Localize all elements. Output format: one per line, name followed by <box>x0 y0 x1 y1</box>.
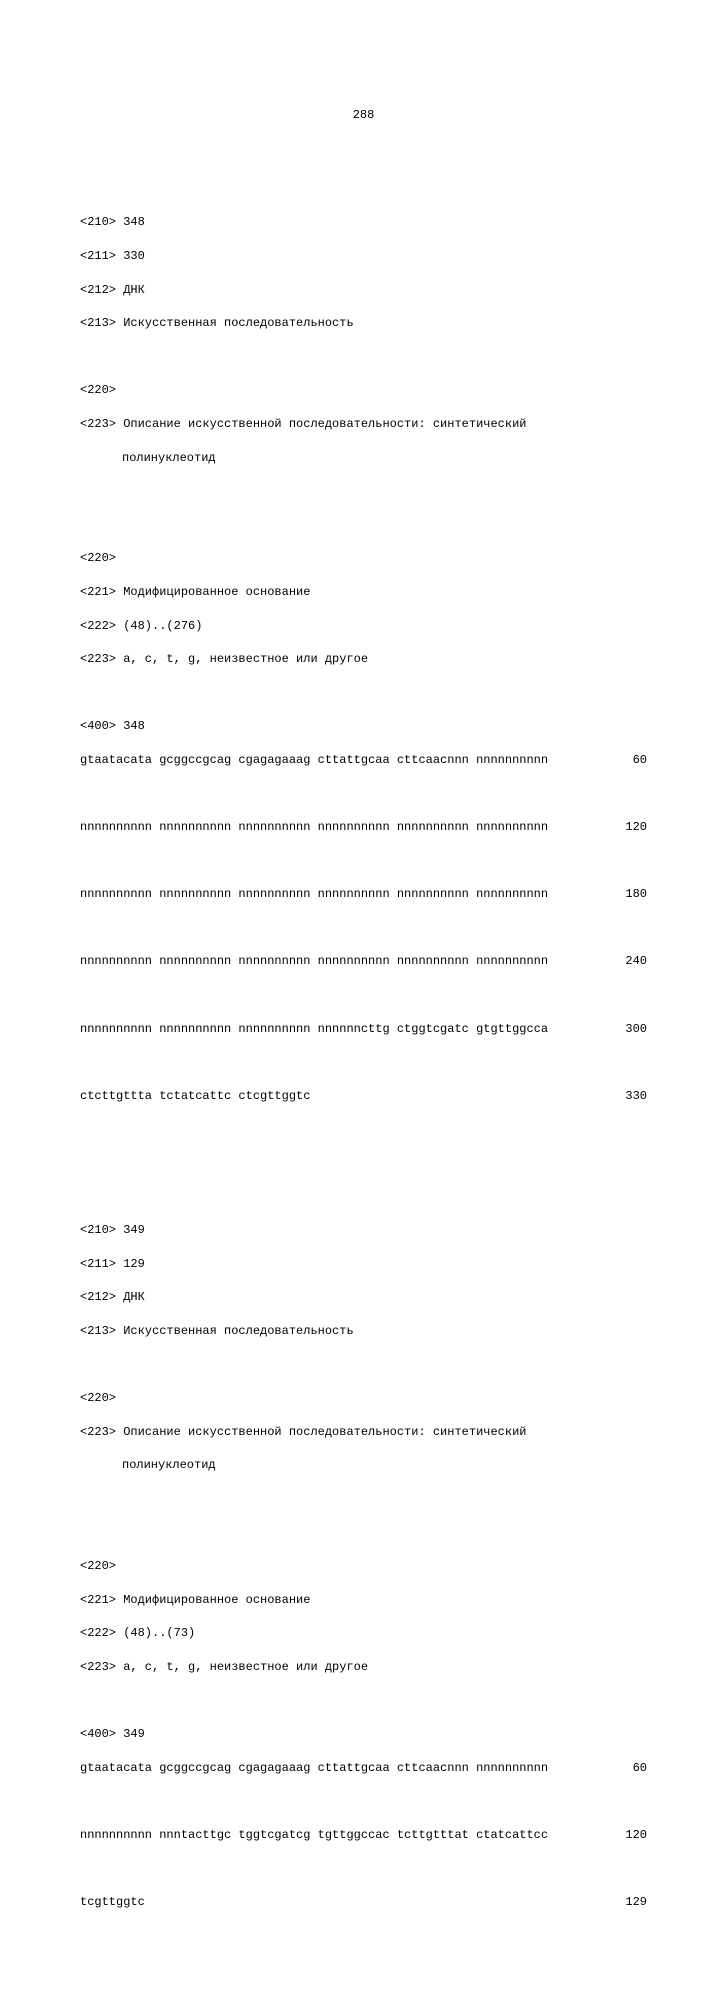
sequence-text: tcgttggtc <box>80 1894 145 1911</box>
field-223: <223> Описание искусственной последовате… <box>80 1424 647 1441</box>
field-222: <222> (48)..(73) <box>80 1625 647 1642</box>
field-210: <210> 348 <box>80 214 647 231</box>
sequence-text: nnnnnnnnnn nnnnnnnnnn nnnnnnnnnn nnnnnnc… <box>80 1021 548 1038</box>
sequence-row: gtaatacata gcggccgcag cgagagaaag cttattg… <box>80 752 647 769</box>
field-220: <220> <box>80 382 647 399</box>
page-number: 288 <box>80 107 647 124</box>
field-221: <221> Модифицированное основание <box>80 584 647 601</box>
sequence-text: nnnnnnnnnn nnnnnnnnnn nnnnnnnnnn nnnnnnn… <box>80 953 548 970</box>
sequence-row: gtaatacata gcggccgcag cgagagaaag cttattg… <box>80 1760 647 1777</box>
field-400: <400> 348 <box>80 718 647 735</box>
sequence-row: nnnnnnnnnn nnnnnnnnnn nnnnnnnnnn nnnnnnn… <box>80 819 647 836</box>
field-213: <213> Искусственная последовательность <box>80 1323 647 1340</box>
field-223-continuation: полинуклеотид <box>80 1457 647 1474</box>
field-212: <212> ДНК <box>80 282 647 299</box>
seq-entry-349: <210> 349 <211> 129 <212> ДНК <213> Иску… <box>80 1205 647 1927</box>
sequence-text: gtaatacata gcggccgcag cgagagaaag cttattg… <box>80 752 548 769</box>
field-223: <223> Описание искусственной последовате… <box>80 416 647 433</box>
field-220: <220> <box>80 550 647 567</box>
sequence-position: 180 <box>625 886 647 903</box>
sequence-row: ctcttgttta tctatcattc ctcgttggtc 330 <box>80 1088 647 1105</box>
sequence-position: 60 <box>633 1760 647 1777</box>
sequence-position: 60 <box>633 752 647 769</box>
sequence-text: nnnnnnnnnn nnnnnnnnnn nnnnnnnnnn nnnnnnn… <box>80 819 548 836</box>
sequence-text: nnnnnnnnnn nnntacttgc tggtcgatcg tgttggc… <box>80 1827 548 1844</box>
sequence-position: 240 <box>625 953 647 970</box>
sequence-position: 120 <box>625 819 647 836</box>
sequence-position: 129 <box>625 1894 647 1911</box>
sequence-position: 120 <box>625 1827 647 1844</box>
seq-entry-348: <210> 348 <211> 330 <212> ДНК <213> Иску… <box>80 198 647 1122</box>
sequence-text: gtaatacata gcggccgcag cgagagaaag cttattg… <box>80 1760 548 1777</box>
sequence-text: ctcttgttta tctatcattc ctcgttggtc <box>80 1088 310 1105</box>
field-210: <210> 349 <box>80 1222 647 1239</box>
field-223-continuation: полинуклеотид <box>80 450 647 467</box>
field-220: <220> <box>80 1390 647 1407</box>
sequence-row: nnnnnnnnnn nnnnnnnnnn nnnnnnnnnn nnnnnnn… <box>80 953 647 970</box>
field-213: <213> Искусственная последовательность <box>80 315 647 332</box>
field-400: <400> 349 <box>80 1726 647 1743</box>
field-223: <223> a, c, t, g, неизвестное или другое <box>80 1659 647 1676</box>
sequence-position: 330 <box>625 1088 647 1105</box>
sequence-row: nnnnnnnnnn nnnnnnnnnn nnnnnnnnnn nnnnnnc… <box>80 1021 647 1038</box>
sequence-row: nnnnnnnnnn nnntacttgc tggtcgatcg tgttggc… <box>80 1827 647 1844</box>
sequence-row: nnnnnnnnnn nnnnnnnnnn nnnnnnnnnn nnnnnnn… <box>80 886 647 903</box>
sequence-row: tcgttggtc 129 <box>80 1894 647 1911</box>
field-212: <212> ДНК <box>80 1289 647 1306</box>
field-222: <222> (48)..(276) <box>80 618 647 635</box>
field-220: <220> <box>80 1558 647 1575</box>
field-211: <211> 330 <box>80 248 647 265</box>
field-211: <211> 129 <box>80 1256 647 1273</box>
sequence-position: 300 <box>625 1021 647 1038</box>
sequence-text: nnnnnnnnnn nnnnnnnnnn nnnnnnnnnn nnnnnnn… <box>80 886 548 903</box>
field-221: <221> Модифицированное основание <box>80 1592 647 1609</box>
field-223: <223> a, c, t, g, неизвестное или другое <box>80 651 647 668</box>
